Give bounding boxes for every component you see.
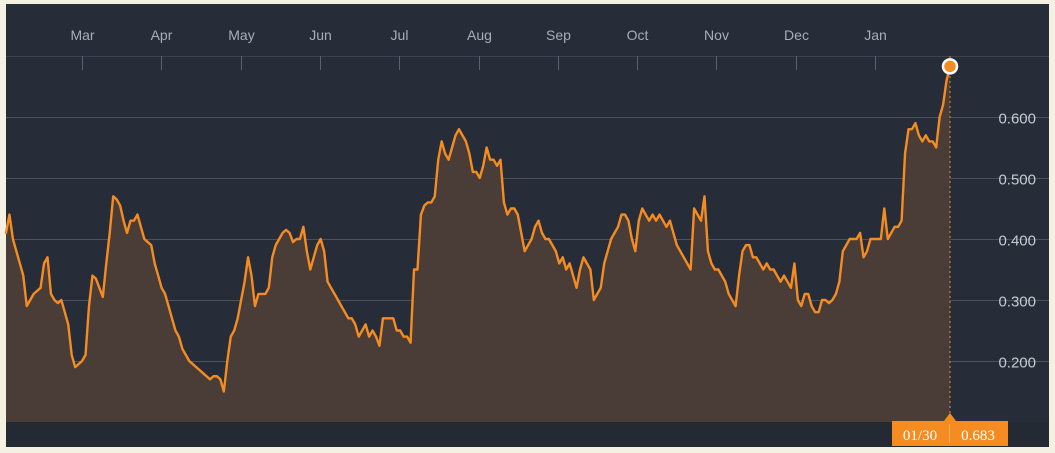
month-label: Jul <box>391 27 409 43</box>
tooltip: 01/30 0.683 <box>892 413 1008 446</box>
last-data-point[interactable] <box>941 58 959 75</box>
y-tick-label: 0.200 <box>998 355 1036 372</box>
y-tick-label: 0.400 <box>998 233 1036 250</box>
tooltip-date-box <box>892 421 949 446</box>
area-fill <box>6 66 950 423</box>
month-label: Aug <box>467 27 492 43</box>
month-label: Oct <box>627 27 649 43</box>
tooltip-date: 01/30 <box>903 428 937 444</box>
month-label: Mar <box>70 27 94 43</box>
month-axis: Mar Apr May Jun Jul Aug Sep Oct Nov Dec Jan <box>70 27 887 70</box>
y-tick-label: 0.600 <box>998 111 1036 128</box>
month-label: Nov <box>704 27 729 43</box>
month-label: Dec <box>784 27 809 43</box>
tooltip-pointer <box>944 413 956 421</box>
y-tick-label: 0.300 <box>998 294 1036 311</box>
y-tick-label: 0.500 <box>998 172 1036 189</box>
tooltip-value: 0.683 <box>961 428 995 444</box>
month-label: Jun <box>309 27 332 43</box>
chart-top-band <box>6 4 1049 56</box>
month-label: Sep <box>546 27 571 43</box>
bottom-axis-band <box>6 422 1049 447</box>
month-label: May <box>228 27 254 43</box>
y-axis: 0.200 0.300 0.400 0.500 0.600 <box>998 111 1036 372</box>
tooltip-value-box <box>949 421 1008 446</box>
month-label: Apr <box>151 27 173 43</box>
month-label: Jan <box>864 27 887 43</box>
price-line <box>4 65 952 393</box>
